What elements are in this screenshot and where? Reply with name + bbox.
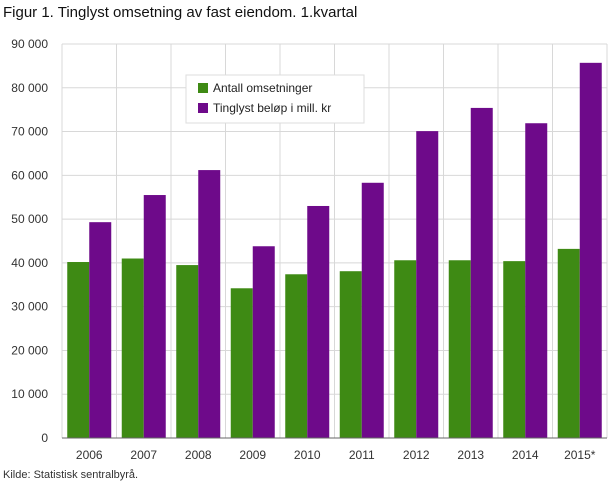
x-tick-label: 2006 [76,448,103,462]
bar-antall-omsetninger [67,262,90,438]
legend: Antall omsetninger Tinglyst beløp i mill.… [185,74,365,124]
x-tick-label: 2011 [349,448,375,462]
bar-antall-omsetninger [503,261,526,438]
y-tick-label: 20 000 [11,343,48,357]
y-tick-label: 90 000 [11,37,48,51]
x-axis-ticks: 2006 2007 2008 2009 2010 2011 2012 2013 2014 2015… [76,448,596,462]
bar-antall-omsetninger [394,260,417,438]
bar-tinglyst-belop [252,246,275,438]
bar-tinglyst-belop [89,222,112,438]
x-tick-label: 2012 [403,448,430,462]
x-tick-label: 2008 [185,448,212,462]
y-tick-label: 0 [41,431,48,445]
bar-antall-omsetninger [230,288,253,438]
legend-swatch [198,83,208,93]
bar-tinglyst-belop [525,123,548,438]
bar-tinglyst-belop [361,182,384,438]
bar-antall-omsetninger [557,248,580,438]
chart-title: Figur 1. Tinglyst omsetning av fast eien… [3,4,358,21]
bar-antall-omsetninger [176,265,199,438]
bar-tinglyst-belop [307,205,330,438]
y-tick-label: 80 000 [11,81,48,95]
y-tick-label: 10 000 [11,387,48,401]
legend-label: Antall omsetninger [213,81,312,95]
x-tick-label: 2009 [239,448,266,462]
bars [67,62,602,439]
legend-label: Tinglyst beløp i mill. kr [213,101,331,115]
legend-box [185,74,365,124]
x-tick-label: 2007 [130,448,157,462]
y-tick-label: 60 000 [11,168,48,182]
bar-antall-omsetninger [448,260,471,438]
x-tick-label: 2015* [564,448,596,462]
y-tick-label: 40 000 [11,256,48,270]
x-tick-label: 2013 [457,448,484,462]
y-tick-label: 30 000 [11,300,48,314]
y-tick-label: 50 000 [11,212,48,226]
y-tick-label: 70 000 [11,125,48,139]
x-tick-label: 2010 [294,448,321,462]
bar-antall-omsetninger [339,271,362,438]
source-note: Kilde: Statistisk sentralbyrå. [3,469,139,481]
bar-tinglyst-belop [143,195,166,438]
bar-tinglyst-belop [198,170,221,438]
legend-swatch [198,103,208,113]
bar-antall-omsetninger [121,258,144,438]
bar-tinglyst-belop [470,107,493,438]
bar-tinglyst-belop [416,131,439,438]
bar-antall-omsetninger [285,274,308,438]
y-axis-ticks: 0 10 000 20 000 30 000 40 000 50 000 60 000 70 … [11,37,48,445]
bar-tinglyst-belop [579,62,602,439]
x-tick-label: 2014 [512,448,539,462]
